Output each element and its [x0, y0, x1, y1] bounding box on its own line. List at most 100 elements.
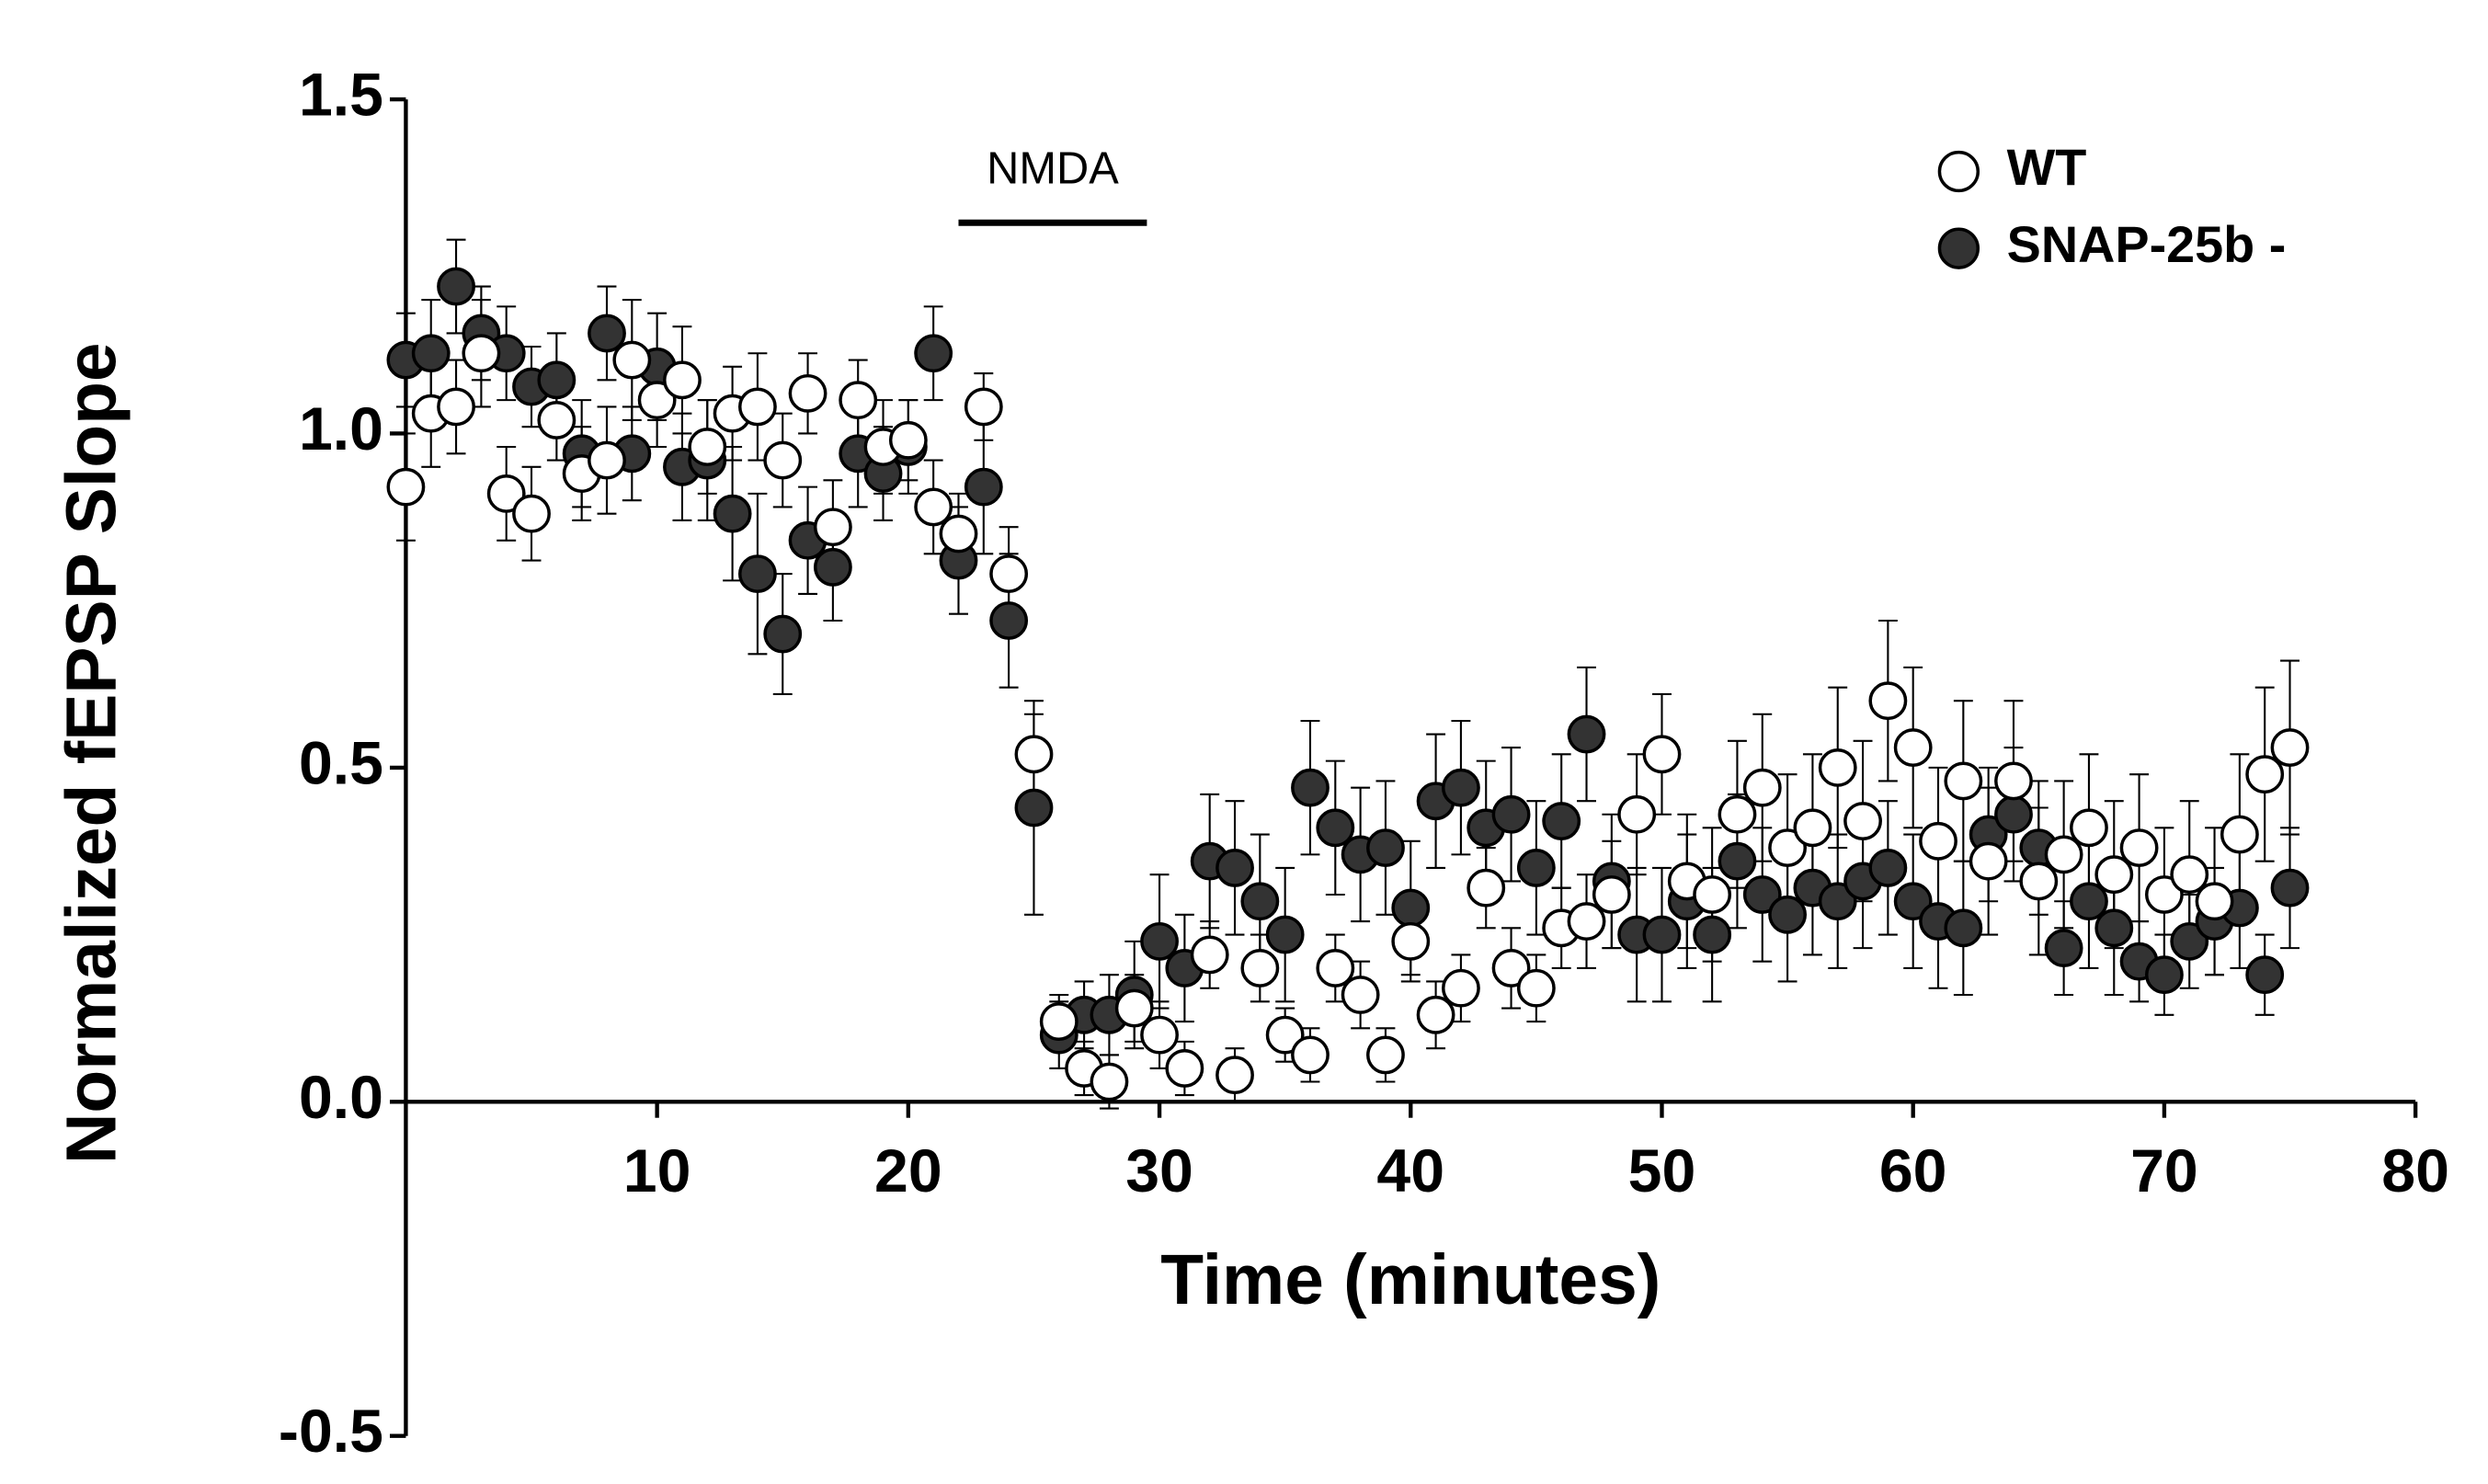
marker [1190, 935, 1229, 975]
marker [964, 467, 1003, 507]
x-axis-label: Time (minutes) [1160, 1241, 1661, 1319]
marker [1265, 1015, 1305, 1055]
marker [1316, 808, 1355, 848]
y-tick-label: 1.0 [299, 395, 383, 463]
marker [612, 340, 652, 380]
marker [2170, 855, 2209, 895]
marker [813, 508, 852, 547]
marker [1240, 949, 1280, 987]
marker [2094, 855, 2134, 895]
marker [1366, 1035, 1405, 1075]
annotation-label: NMDA [987, 143, 1119, 193]
x-tick-label: 40 [1376, 1137, 1444, 1205]
marker [2245, 755, 2285, 794]
marker [1893, 728, 1933, 767]
marker [1919, 821, 1957, 861]
marker [2070, 882, 2108, 921]
x-tick-label: 60 [1879, 1137, 1947, 1205]
marker [1542, 802, 1581, 840]
marker [462, 334, 501, 373]
marker [1467, 868, 1506, 908]
marker [1693, 875, 1732, 914]
marker [1516, 968, 1556, 1008]
marker [2044, 835, 2083, 874]
marker [813, 547, 852, 587]
marker [1868, 681, 1908, 721]
x-tick-label: 10 [623, 1137, 691, 1205]
x-tick-label: 50 [1628, 1137, 1696, 1205]
marker [588, 440, 626, 480]
marker [788, 373, 827, 413]
x-tick-label: 70 [2130, 1137, 2198, 1205]
marker [713, 494, 752, 533]
marker [1215, 848, 1254, 887]
marker [1944, 761, 1983, 801]
marker [386, 467, 426, 507]
marker [1768, 895, 1808, 934]
marker [2245, 955, 2285, 995]
marker [2070, 808, 2108, 848]
marker [2019, 862, 2059, 901]
marker [1366, 828, 1405, 868]
marker [688, 428, 727, 466]
x-tick-label: 80 [2381, 1137, 2449, 1205]
marker [1140, 921, 1179, 961]
marker [914, 334, 953, 373]
legend-label: SNAP-25b - [2007, 216, 2287, 273]
marker [964, 387, 1003, 427]
marker [1014, 735, 1054, 774]
marker [763, 614, 803, 654]
marker [914, 487, 953, 527]
marker [1944, 908, 1983, 948]
marker [2144, 955, 2184, 995]
marker [1693, 915, 1732, 954]
marker [1391, 921, 1431, 961]
marker [1567, 902, 1606, 941]
marker [1316, 949, 1355, 987]
marker [1994, 761, 2033, 801]
marker [537, 360, 576, 400]
marker [1165, 1049, 1204, 1088]
marker [1491, 794, 1531, 834]
marker [839, 381, 878, 420]
marker [1090, 1062, 1129, 1102]
marker [1994, 794, 2033, 834]
marker [1642, 735, 1682, 774]
marker [1818, 748, 1857, 787]
marker [2270, 868, 2310, 908]
marker [1215, 1056, 1254, 1095]
marker [2270, 728, 2310, 767]
marker [939, 514, 978, 554]
marker [989, 554, 1029, 594]
marker [512, 494, 551, 533]
y-tick-label: 0.0 [299, 1064, 383, 1132]
marker [437, 267, 475, 306]
marker [1441, 768, 1480, 807]
marker [2195, 882, 2234, 921]
marker [1491, 949, 1531, 987]
marker [1240, 882, 1280, 921]
marker [437, 387, 475, 427]
marker [2220, 815, 2259, 854]
marker [1742, 768, 1782, 807]
marker [738, 554, 777, 594]
marker [1617, 794, 1657, 834]
marker [637, 381, 677, 420]
marker [763, 440, 803, 480]
marker [411, 334, 451, 373]
legend-marker [1937, 150, 1980, 193]
marker [1969, 841, 2008, 881]
marker [1014, 788, 1054, 828]
x-tick-label: 20 [874, 1137, 942, 1205]
marker [1291, 1035, 1330, 1075]
marker [486, 474, 526, 513]
marker [588, 314, 626, 353]
marker [1516, 848, 1556, 887]
marker [1441, 968, 1480, 1008]
marker [1039, 1002, 1079, 1041]
marker [1567, 714, 1606, 754]
legend-label: WT [2007, 139, 2087, 196]
marker [1592, 875, 1631, 914]
